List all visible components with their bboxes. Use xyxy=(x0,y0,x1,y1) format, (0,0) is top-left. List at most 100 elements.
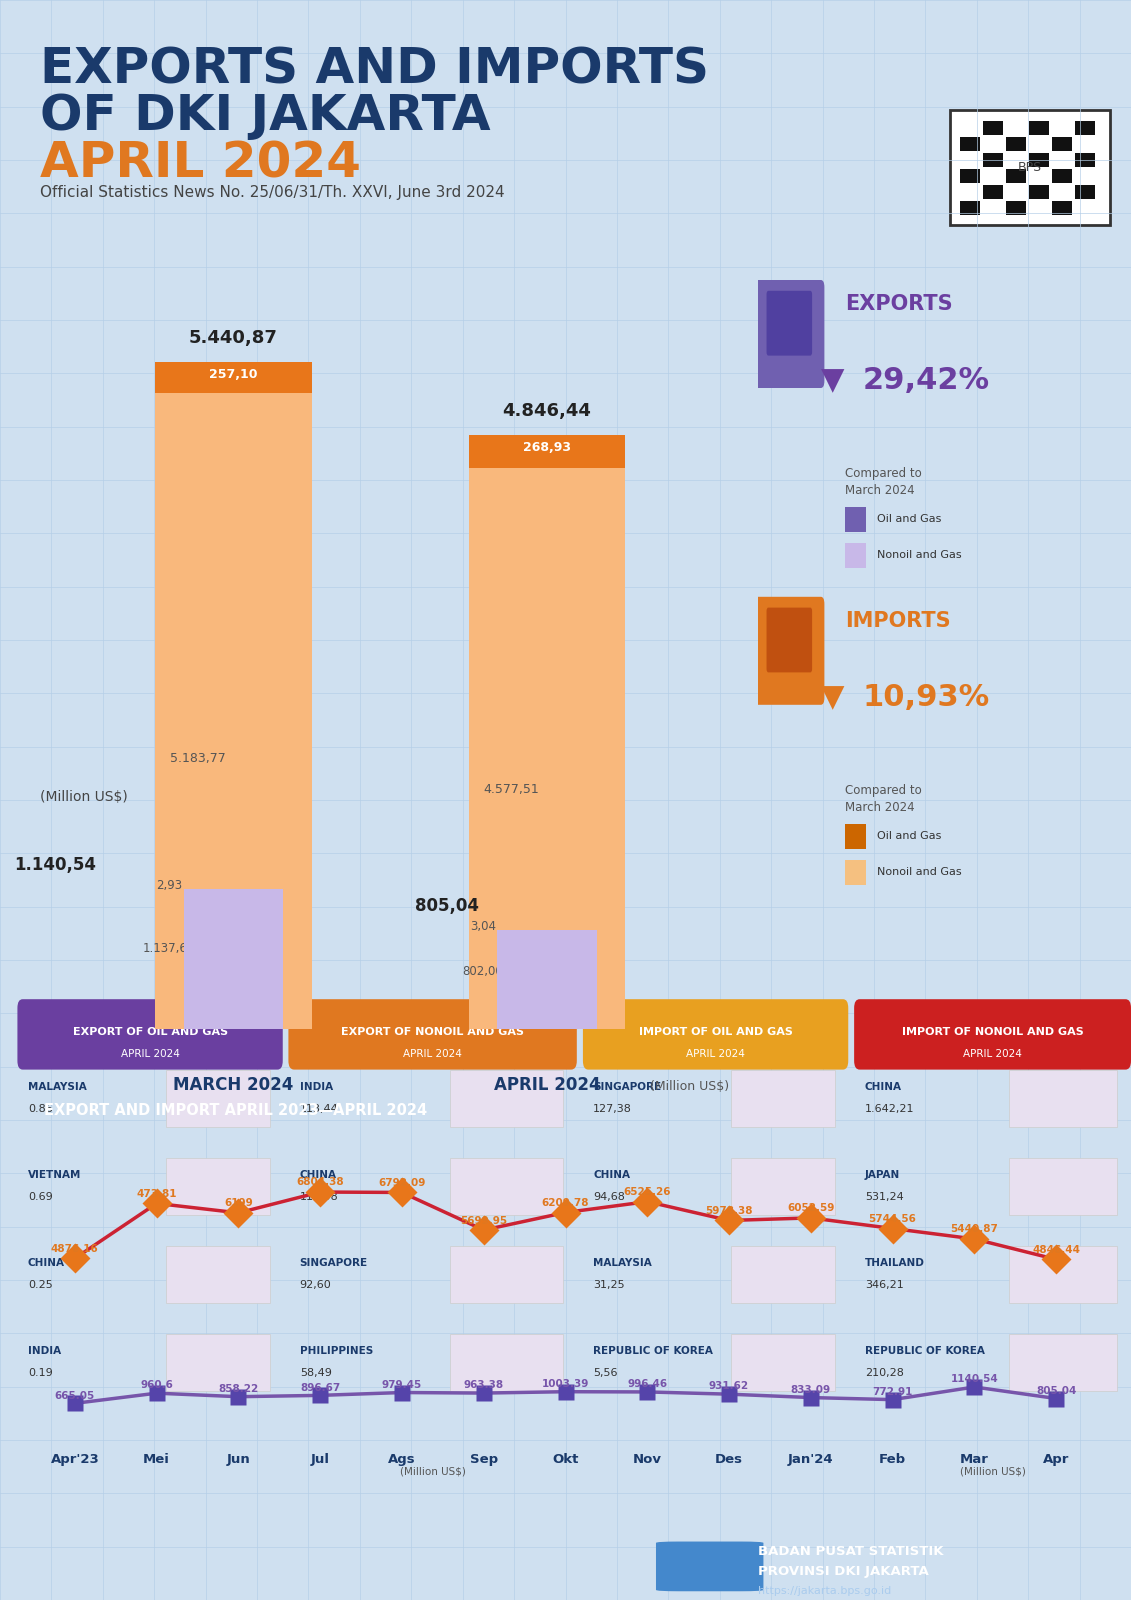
Text: 0.69: 0.69 xyxy=(28,1192,52,1202)
Text: REPUBLIC OF KOREA: REPUBLIC OF KOREA xyxy=(865,1346,985,1357)
Bar xyxy=(960,170,979,182)
Text: 4.577,51: 4.577,51 xyxy=(483,782,539,797)
Text: 127,38: 127,38 xyxy=(594,1104,632,1114)
Text: EXPORT OF NONOIL AND GAS: EXPORT OF NONOIL AND GAS xyxy=(342,1027,524,1037)
Text: EXPORTS AND IMPORTS: EXPORTS AND IMPORTS xyxy=(40,45,709,93)
Text: 113,44: 113,44 xyxy=(300,1104,338,1114)
Bar xyxy=(1074,154,1095,166)
Bar xyxy=(1074,122,1095,134)
Text: Compared to
March 2024: Compared to March 2024 xyxy=(845,467,922,498)
Text: 5699.95: 5699.95 xyxy=(460,1216,508,1226)
Text: 1140.54: 1140.54 xyxy=(950,1374,999,1384)
Text: Nonoil and Gas: Nonoil and Gas xyxy=(877,867,961,877)
Text: 5.183,77: 5.183,77 xyxy=(170,752,226,765)
Text: APRIL 2024: APRIL 2024 xyxy=(964,1050,1022,1059)
Text: 210,28: 210,28 xyxy=(865,1368,904,1378)
Text: 5.440,87: 5.440,87 xyxy=(189,330,278,347)
Text: 6209.78: 6209.78 xyxy=(542,1198,589,1208)
Text: SINGAPORE: SINGAPORE xyxy=(594,1082,662,1093)
Text: 5,56: 5,56 xyxy=(594,1368,618,1378)
Text: 29,42%: 29,42% xyxy=(863,366,990,395)
Text: IMPORT OF OIL AND GAS: IMPORT OF OIL AND GAS xyxy=(639,1027,793,1037)
Text: REPUBLIC OF KOREA: REPUBLIC OF KOREA xyxy=(594,1346,714,1357)
Text: 6792.09: 6792.09 xyxy=(378,1178,425,1187)
Bar xyxy=(450,1245,563,1302)
Text: 833.09: 833.09 xyxy=(791,1384,831,1395)
Text: 802,00: 802,00 xyxy=(463,965,503,978)
Text: 10,93%: 10,93% xyxy=(863,683,991,712)
Text: Oil and Gas: Oil and Gas xyxy=(877,514,941,525)
Text: CHINA: CHINA xyxy=(300,1170,337,1181)
Text: 31,25: 31,25 xyxy=(594,1280,625,1290)
Text: 268,93: 268,93 xyxy=(523,442,571,454)
Text: Compared to
March 2024: Compared to March 2024 xyxy=(845,784,922,814)
Text: MALAYSIA: MALAYSIA xyxy=(28,1082,87,1093)
Text: APRIL 2024: APRIL 2024 xyxy=(687,1050,745,1059)
Text: 6525.26: 6525.26 xyxy=(623,1187,671,1197)
Bar xyxy=(1009,1069,1117,1126)
Bar xyxy=(1005,138,1026,150)
Text: 6199: 6199 xyxy=(224,1198,252,1208)
Text: (Million US$): (Million US$) xyxy=(650,1080,729,1093)
Bar xyxy=(1052,202,1072,214)
Bar xyxy=(166,1245,270,1302)
FancyBboxPatch shape xyxy=(582,998,848,1069)
Text: (Million US$): (Million US$) xyxy=(399,1466,466,1477)
Text: 4876.16: 4876.16 xyxy=(51,1243,98,1254)
Text: THAILAND: THAILAND xyxy=(865,1258,925,1269)
Text: 996.46: 996.46 xyxy=(628,1379,667,1389)
Text: 5744.56: 5744.56 xyxy=(869,1214,916,1224)
Text: 94,68: 94,68 xyxy=(594,1192,625,1202)
Bar xyxy=(1009,1158,1117,1214)
Bar xyxy=(1009,1334,1117,1390)
Text: CHINA: CHINA xyxy=(28,1258,64,1269)
Text: 805,04: 805,04 xyxy=(415,898,480,915)
Text: 1.137,61: 1.137,61 xyxy=(144,942,196,955)
Bar xyxy=(1029,122,1048,134)
Text: ▼: ▼ xyxy=(821,683,845,712)
Text: BPS: BPS xyxy=(1018,162,1042,174)
Bar xyxy=(450,1334,563,1390)
Bar xyxy=(983,122,1003,134)
Text: (Million US$): (Million US$) xyxy=(959,1466,1026,1477)
Text: 1.642,21: 1.642,21 xyxy=(865,1104,915,1114)
Text: 110,98: 110,98 xyxy=(300,1192,338,1202)
Text: 772.91: 772.91 xyxy=(872,1387,913,1397)
Text: 931.62: 931.62 xyxy=(709,1381,749,1392)
Text: APRIL 2024: APRIL 2024 xyxy=(403,1050,463,1059)
Text: EXPORT OF OIL AND GAS: EXPORT OF OIL AND GAS xyxy=(72,1027,227,1037)
FancyBboxPatch shape xyxy=(767,608,812,672)
Text: JAPAN: JAPAN xyxy=(865,1170,900,1181)
Text: 858.22: 858.22 xyxy=(218,1384,259,1394)
Bar xyxy=(950,110,1110,226)
Text: PROVINSI DKI JAKARTA: PROVINSI DKI JAKARTA xyxy=(758,1565,929,1578)
Bar xyxy=(1052,138,1072,150)
Bar xyxy=(983,186,1003,198)
Text: APRIL 2024: APRIL 2024 xyxy=(40,139,361,187)
Text: 0.86: 0.86 xyxy=(28,1104,52,1114)
Bar xyxy=(731,1334,835,1390)
Text: CHINA: CHINA xyxy=(865,1082,903,1093)
Bar xyxy=(731,1069,835,1126)
Text: SINGAPORE: SINGAPORE xyxy=(300,1258,368,1269)
FancyBboxPatch shape xyxy=(754,280,824,387)
Text: APRIL 2024: APRIL 2024 xyxy=(121,1050,180,1059)
FancyBboxPatch shape xyxy=(767,291,812,355)
Bar xyxy=(731,1245,835,1302)
Text: 5440.87: 5440.87 xyxy=(950,1224,999,1235)
Bar xyxy=(166,1158,270,1214)
Text: 896.67: 896.67 xyxy=(300,1382,340,1392)
Bar xyxy=(1009,1245,1117,1302)
Bar xyxy=(1005,202,1026,214)
Text: 2,93: 2,93 xyxy=(156,878,182,893)
Text: VIETNAM: VIETNAM xyxy=(28,1170,81,1181)
Text: 346,21: 346,21 xyxy=(865,1280,904,1290)
Bar xyxy=(1074,186,1095,198)
Text: 531,24: 531,24 xyxy=(865,1192,904,1202)
Bar xyxy=(845,542,866,568)
Bar xyxy=(155,394,312,1029)
Text: IMPORT OF NONOIL AND GAS: IMPORT OF NONOIL AND GAS xyxy=(901,1027,1083,1037)
Text: 963.38: 963.38 xyxy=(464,1381,503,1390)
Bar xyxy=(468,435,625,467)
FancyBboxPatch shape xyxy=(288,998,577,1069)
